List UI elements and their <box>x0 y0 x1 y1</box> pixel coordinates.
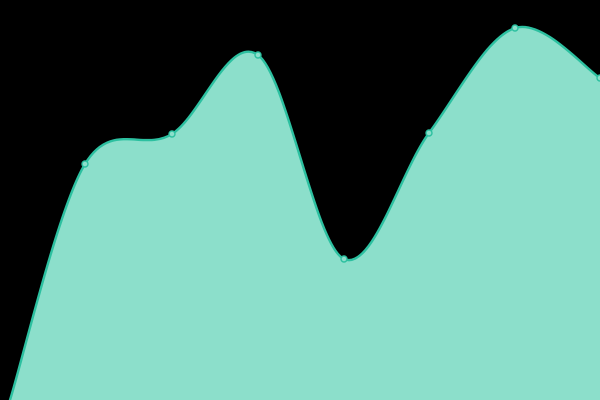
data-point-marker[interactable] <box>168 130 176 138</box>
series-1-area-fill <box>10 26 600 400</box>
series-1-markers <box>81 24 600 263</box>
data-point-marker[interactable] <box>340 255 348 263</box>
data-point-marker[interactable] <box>511 24 519 32</box>
data-point-marker[interactable] <box>81 160 89 168</box>
chart-plot-area <box>8 24 600 400</box>
data-point-marker[interactable] <box>254 51 262 59</box>
data-point-marker[interactable] <box>596 74 600 82</box>
data-point-marker[interactable] <box>425 129 433 137</box>
